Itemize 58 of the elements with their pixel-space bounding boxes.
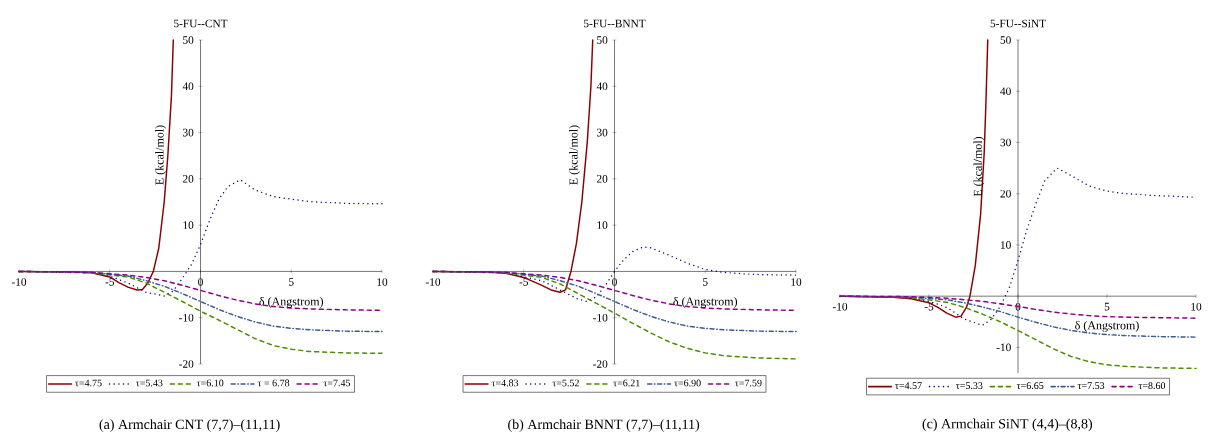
legend-label: τ=5.52 bbox=[552, 379, 579, 387]
y-tick-label: 40 bbox=[596, 82, 608, 91]
y-tick-label: 30 bbox=[183, 128, 194, 137]
y-tick-label: -20 bbox=[593, 360, 608, 368]
y-tick-label: 20 bbox=[1000, 189, 1011, 198]
x-tick-label: 0 bbox=[612, 278, 617, 286]
text: (b) Armchair BNNT (7,7)–(11,11) bbox=[508, 419, 700, 432]
y-tick-label: -20 bbox=[179, 360, 194, 368]
legend-label: τ=8.60 bbox=[1138, 382, 1166, 390]
x-tick-label: 5 bbox=[703, 278, 708, 286]
x-tick-label: -10 bbox=[832, 302, 848, 311]
text: (c) Armchair SiNT (4,4)–(8,8) bbox=[922, 418, 1093, 432]
legend-label: τ=6.21 bbox=[613, 379, 640, 387]
legend-label: τ=5.43 bbox=[135, 379, 163, 387]
x-tick-label: 10 bbox=[1191, 302, 1202, 311]
y-tick-label: -10 bbox=[996, 343, 1011, 352]
x-axis-title: δ (Angstrom) bbox=[673, 296, 738, 308]
x-tick-label: -10 bbox=[11, 278, 27, 286]
legend-label: τ = 6.78 bbox=[257, 379, 290, 387]
y-axis-title: E (kcal/mol) bbox=[569, 125, 581, 185]
x-tick-label: 10 bbox=[377, 278, 388, 286]
y-tick-label: 30 bbox=[597, 128, 608, 137]
legend-label: τ=6.90 bbox=[674, 379, 701, 387]
y-tick-label: 50 bbox=[183, 36, 194, 44]
x-tick-label: 5 bbox=[289, 278, 294, 286]
y-tick-label: 20 bbox=[182, 175, 194, 183]
y-tick-label: 40 bbox=[1000, 87, 1011, 96]
x-tick-label: -10 bbox=[425, 278, 441, 286]
y-tick-label: -10 bbox=[179, 313, 194, 322]
y-axis-title: E (kcal/mol) bbox=[973, 136, 985, 197]
legend-label: τ=6.65 bbox=[1016, 382, 1044, 390]
y-tick-label: 50 bbox=[1000, 36, 1011, 44]
text: (a) Armchair CNT (7,7)–(11,11) bbox=[99, 419, 280, 432]
y-tick-label: 10 bbox=[597, 221, 608, 229]
x-tick-label: 10 bbox=[791, 278, 802, 286]
y-tick-label: 50 bbox=[597, 36, 608, 44]
legend-label: τ=4.75 bbox=[75, 379, 102, 387]
legend-label: τ=6.10 bbox=[196, 379, 224, 387]
x-axis-title: δ (Angstrom) bbox=[259, 296, 324, 308]
chart-title: 5-FU--CNT bbox=[174, 19, 228, 28]
chart-title: 5-FU--SiNT bbox=[990, 19, 1046, 28]
legend-label: τ=7.59 bbox=[735, 379, 762, 387]
y-tick-label: 30 bbox=[1000, 138, 1011, 147]
y-tick-label: 40 bbox=[182, 82, 194, 91]
legend-label: τ=4.57 bbox=[895, 382, 922, 390]
legend-label: τ=4.83 bbox=[491, 379, 519, 387]
x-tick-label: 0 bbox=[198, 278, 203, 286]
x-axis-title: δ (Angstrom) bbox=[1075, 320, 1139, 332]
legend-label: τ=7.53 bbox=[1077, 382, 1105, 390]
y-tick-label: -10 bbox=[593, 313, 608, 322]
legend-label: τ=5.33 bbox=[955, 382, 983, 390]
y-tick-label: 10 bbox=[1000, 241, 1011, 249]
y-tick-label: 20 bbox=[596, 175, 608, 183]
y-axis-title: E (kcal/mol) bbox=[155, 125, 167, 185]
chart-title: 5-FU--BNNT bbox=[583, 19, 646, 28]
legend-label: τ=7.45 bbox=[323, 379, 351, 387]
x-tick-label: 5 bbox=[1104, 302, 1110, 311]
y-tick-label: 10 bbox=[183, 221, 194, 229]
